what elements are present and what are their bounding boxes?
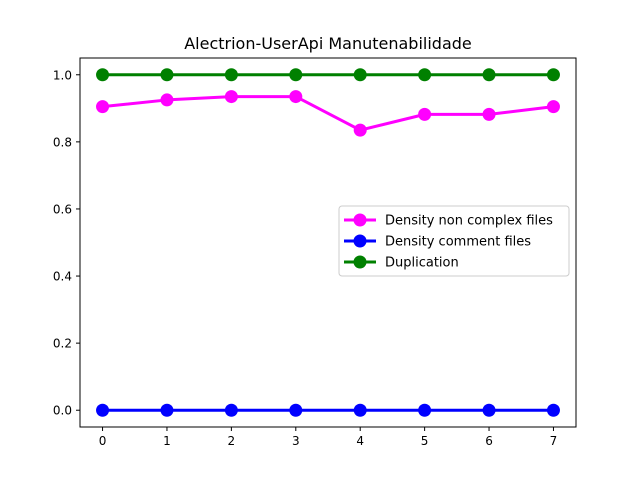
y-axis: 0.0 0.2 0.4 0.6 0.8 1.0 <box>53 68 80 418</box>
data-point-density-non-complex-files-5 <box>418 107 432 121</box>
x-tick-label: 2 <box>228 434 236 448</box>
data-point-density-comment-files-1 <box>160 403 174 417</box>
legend-label-duplication: Duplication <box>385 256 459 271</box>
legend-label-density-comment-files: Density comment files <box>385 235 531 250</box>
data-point-density-comment-files-6 <box>482 403 496 417</box>
legend: Density non complex files Density comment… <box>338 205 570 277</box>
data-point-density-comment-files-3 <box>289 403 303 417</box>
y-tick-label: 0.2 <box>53 337 72 351</box>
data-point-density-non-complex-files-0 <box>96 100 110 114</box>
x-tick-label: 0 <box>99 434 107 448</box>
legend-items: Density non complex files Density comment… <box>344 213 553 271</box>
y-tick-label: 1.0 <box>53 68 72 82</box>
x-axis: 0 1 2 3 4 5 6 7 <box>99 427 558 448</box>
data-point-density-non-complex-files-3 <box>289 90 303 104</box>
data-point-density-comment-files-4 <box>353 403 367 417</box>
x-tick-label: 3 <box>292 434 300 448</box>
chart-title: Alectrion-UserApi Manutenabilidade <box>184 34 472 53</box>
series-layer <box>96 68 560 417</box>
series-line-density-non-complex-files <box>102 95 554 132</box>
legend-label-density-non-complex-files: Density non complex files <box>385 214 553 229</box>
data-point-duplication-5 <box>418 68 432 82</box>
x-tick-label: 4 <box>356 434 364 448</box>
data-point-duplication-3 <box>289 68 303 82</box>
y-tick-label: 0.8 <box>53 135 72 149</box>
data-point-duplication-7 <box>546 68 560 82</box>
data-point-density-non-complex-files-7 <box>546 100 560 114</box>
data-point-duplication-2 <box>224 68 238 82</box>
data-point-duplication-4 <box>353 68 367 82</box>
x-tick-label: 6 <box>485 434 493 448</box>
legend-marker-density-comment-files <box>353 234 367 248</box>
data-point-density-non-complex-files-6 <box>482 107 496 121</box>
y-tick-label: 0.4 <box>53 270 72 284</box>
y-tick-label: 0.0 <box>53 404 72 418</box>
x-tick-label: 1 <box>163 434 171 448</box>
plot-frame <box>79 57 577 428</box>
legend-marker-density-non-complex-files <box>353 213 367 227</box>
data-point-density-non-complex-files-2 <box>224 90 238 104</box>
data-point-duplication-0 <box>96 68 110 82</box>
data-point-density-non-complex-files-1 <box>160 93 174 107</box>
x-tick-label: 7 <box>550 434 558 448</box>
data-point-density-comment-files-0 <box>96 403 110 417</box>
data-point-density-non-complex-files-4 <box>353 123 367 137</box>
x-tick-label: 5 <box>421 434 429 448</box>
data-point-duplication-6 <box>482 68 496 82</box>
data-point-density-comment-files-5 <box>418 403 432 417</box>
y-tick-label: 0.6 <box>53 202 72 216</box>
legend-box <box>338 205 570 277</box>
data-point-duplication-1 <box>160 68 174 82</box>
legend-marker-duplication <box>353 255 367 269</box>
data-point-density-comment-files-2 <box>224 403 238 417</box>
data-point-density-comment-files-7 <box>546 403 560 417</box>
